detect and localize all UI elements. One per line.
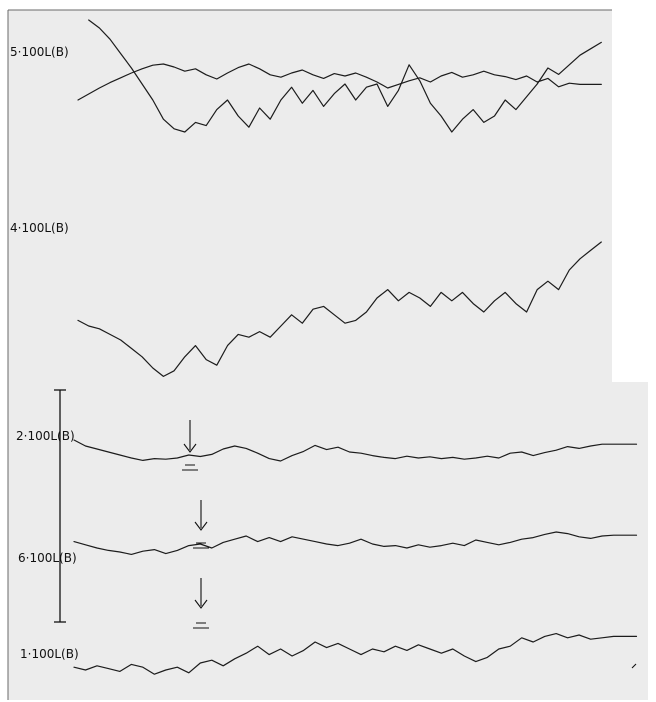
label-6-100L-B: 6·100L(B) <box>18 551 77 565</box>
label-1-100L-B: 1·100L(B) <box>20 647 79 661</box>
label-5-100L-B: 5·100L(B) <box>10 45 69 59</box>
trace-upper-2 <box>88 19 602 133</box>
trace-upper-1 <box>77 63 602 101</box>
upper-panel-background <box>8 10 612 382</box>
peak-marker-upper <box>182 420 198 471</box>
label-4-100L-B: 4·100L(B) <box>10 221 69 235</box>
trace-lower-3 <box>73 633 638 675</box>
page-speck <box>631 663 637 669</box>
peak-marker-middle <box>193 500 209 549</box>
peak-marker-lower <box>193 578 209 629</box>
trace-lower-2 <box>73 531 638 555</box>
upper-panel-traces <box>77 19 602 377</box>
trace-upper-3 <box>77 241 602 377</box>
lower-panel-background <box>8 382 648 700</box>
label-2-100L-B: 2·100L(B) <box>16 429 75 443</box>
trace-lower-1 <box>73 439 638 462</box>
lower-panel-traces <box>73 439 638 675</box>
